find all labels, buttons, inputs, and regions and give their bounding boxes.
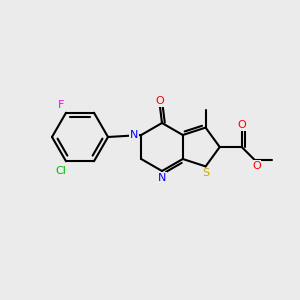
Text: F: F bbox=[58, 100, 65, 110]
Text: O: O bbox=[237, 120, 246, 130]
Text: Cl: Cl bbox=[55, 166, 66, 176]
Text: O: O bbox=[156, 96, 164, 106]
Text: O: O bbox=[252, 161, 261, 171]
Text: S: S bbox=[202, 168, 209, 178]
Text: N: N bbox=[158, 173, 166, 183]
Text: N: N bbox=[130, 130, 138, 140]
Text: F: F bbox=[58, 100, 65, 110]
